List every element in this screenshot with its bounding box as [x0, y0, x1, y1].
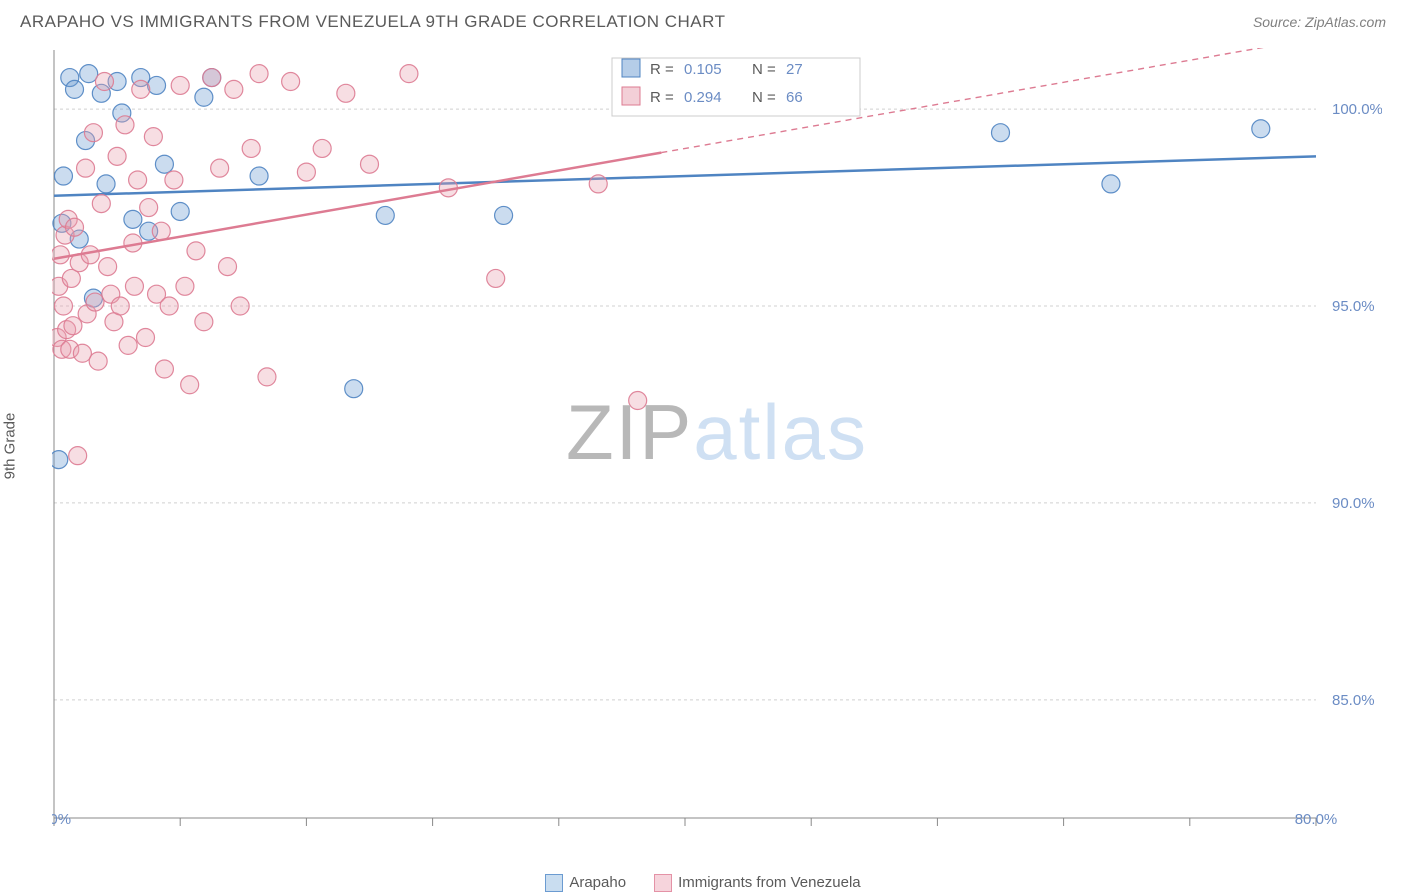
- data-point: [152, 222, 170, 240]
- data-point: [80, 65, 98, 83]
- svg-text:100.0%: 100.0%: [1332, 101, 1382, 118]
- svg-text:85.0%: 85.0%: [1332, 692, 1375, 709]
- data-point: [52, 451, 68, 469]
- data-point: [171, 76, 189, 94]
- data-point: [250, 65, 268, 83]
- data-point: [66, 80, 84, 98]
- data-point: [92, 195, 110, 213]
- data-point: [219, 258, 237, 276]
- data-point: [108, 147, 126, 165]
- data-point: [337, 84, 355, 102]
- legend-swatch: [654, 874, 672, 892]
- source-label: Source: ZipAtlas.com: [1253, 14, 1386, 30]
- data-point: [155, 360, 173, 378]
- data-point: [160, 297, 178, 315]
- svg-text:0.294: 0.294: [684, 89, 722, 106]
- data-point: [195, 88, 213, 106]
- data-point: [81, 246, 99, 264]
- data-point: [225, 80, 243, 98]
- data-point: [992, 124, 1010, 142]
- legend-item: Arapaho: [545, 874, 626, 892]
- svg-text:R =: R =: [650, 89, 674, 106]
- data-point: [1252, 120, 1270, 138]
- trend-line: [54, 156, 1316, 195]
- data-point: [187, 242, 205, 260]
- data-point: [140, 199, 158, 217]
- data-point: [84, 124, 102, 142]
- chart-title: ARAPAHO VS IMMIGRANTS FROM VENEZUELA 9TH…: [20, 12, 725, 32]
- data-point: [258, 368, 276, 386]
- bottom-legend: Arapaho Immigrants from Venezuela: [0, 874, 1406, 892]
- data-point: [124, 210, 142, 228]
- data-point: [119, 336, 137, 354]
- data-point: [165, 171, 183, 189]
- data-point: [242, 139, 260, 157]
- data-point: [1102, 175, 1120, 193]
- data-point: [376, 206, 394, 224]
- data-point: [171, 202, 189, 220]
- legend-swatch: [622, 59, 640, 77]
- legend-label: Arapaho: [569, 874, 626, 891]
- data-point: [313, 139, 331, 157]
- data-point: [495, 206, 513, 224]
- svg-text:80.0%: 80.0%: [1295, 811, 1338, 826]
- data-point: [95, 73, 113, 91]
- data-point: [86, 293, 104, 311]
- data-point: [176, 277, 194, 295]
- data-point: [66, 218, 84, 236]
- data-point: [52, 246, 69, 264]
- data-point: [250, 167, 268, 185]
- data-point: [345, 380, 363, 398]
- data-point: [155, 155, 173, 173]
- data-point: [211, 159, 229, 177]
- plot-area: 85.0% 90.0% 95.0% 100.0% 0.0% 80.0% R = 0.105 N …: [52, 48, 1382, 826]
- data-point: [54, 167, 72, 185]
- svg-text:66: 66: [786, 89, 803, 106]
- data-point: [361, 155, 379, 173]
- data-point: [125, 277, 143, 295]
- data-point: [69, 447, 87, 465]
- data-point: [129, 171, 147, 189]
- scatter-plot-svg: 85.0% 90.0% 95.0% 100.0% 0.0% 80.0% R = 0.105 N …: [52, 48, 1382, 826]
- data-point: [97, 175, 115, 193]
- svg-text:90.0%: 90.0%: [1332, 495, 1375, 512]
- data-point: [73, 344, 91, 362]
- svg-text:0.0%: 0.0%: [52, 811, 71, 826]
- svg-text:N =: N =: [752, 89, 776, 106]
- data-point: [231, 297, 249, 315]
- header: ARAPAHO VS IMMIGRANTS FROM VENEZUELA 9TH…: [0, 0, 1406, 40]
- data-point: [111, 297, 129, 315]
- data-point: [282, 73, 300, 91]
- data-point: [148, 76, 166, 94]
- data-point: [54, 297, 72, 315]
- data-point: [297, 163, 315, 181]
- data-point: [203, 69, 221, 87]
- legend-item: Immigrants from Venezuela: [654, 874, 861, 892]
- y-axis-label: 9th Grade: [2, 413, 19, 480]
- data-point: [144, 128, 162, 146]
- data-point: [64, 317, 82, 335]
- data-point: [89, 352, 107, 370]
- data-point: [589, 175, 607, 193]
- svg-text:0.105: 0.105: [684, 61, 722, 78]
- data-point: [195, 313, 213, 331]
- legend-label: Immigrants from Venezuela: [678, 874, 861, 891]
- data-point: [132, 80, 150, 98]
- data-point: [629, 392, 647, 410]
- data-point: [116, 116, 134, 134]
- svg-text:27: 27: [786, 61, 803, 78]
- legend-swatch: [545, 874, 563, 892]
- svg-text:95.0%: 95.0%: [1332, 298, 1375, 315]
- data-point: [181, 376, 199, 394]
- data-point: [77, 159, 95, 177]
- svg-text:R =: R =: [650, 61, 674, 78]
- data-point: [400, 65, 418, 83]
- legend-swatch: [622, 87, 640, 105]
- data-point: [99, 258, 117, 276]
- svg-text:N =: N =: [752, 61, 776, 78]
- data-point: [136, 329, 154, 347]
- data-point: [487, 269, 505, 287]
